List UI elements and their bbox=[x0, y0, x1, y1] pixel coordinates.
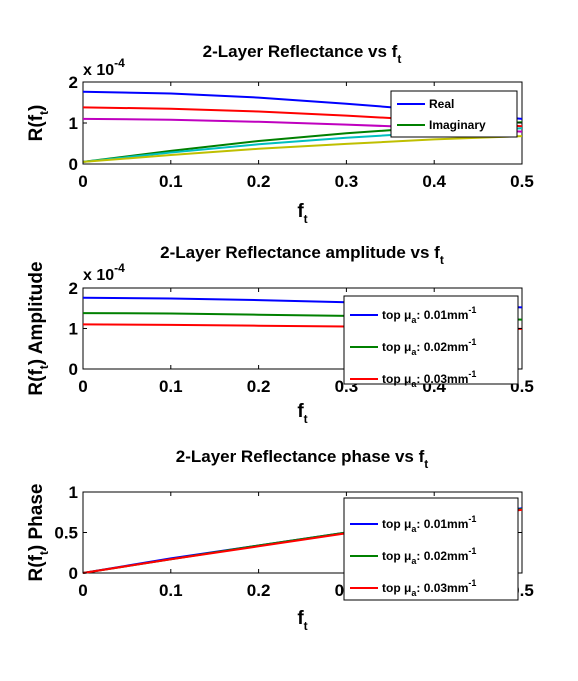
chart-title: 2-Layer Reflectance amplitude vs ft bbox=[160, 243, 444, 267]
chart-title: 2-Layer Reflectance phase vs ft bbox=[176, 447, 429, 471]
y-tick-label: 1 bbox=[69, 320, 78, 339]
legend-box bbox=[343, 295, 519, 385]
legend-label: top μa: 0.03mm-1 bbox=[382, 369, 476, 389]
x-axis-label: ft bbox=[297, 401, 307, 426]
legend-label: top μa: 0.02mm-1 bbox=[382, 337, 476, 357]
legend-label: top μa: 0.01mm-1 bbox=[382, 514, 476, 534]
x-tick-label: 0 bbox=[78, 377, 87, 396]
x-tick-label: 0.1 bbox=[159, 377, 183, 396]
legend-label: Imaginary bbox=[429, 118, 486, 132]
series-line-6 bbox=[82, 135, 523, 163]
chart-title: 2-Layer Reflectance vs ft bbox=[203, 42, 402, 66]
legend: top μa: 0.01mm-1 top μa: 0.02mm-1 top μa: … bbox=[343, 295, 519, 389]
y-tick-label: 2 bbox=[69, 279, 78, 298]
x-tick-label: 0.2 bbox=[247, 581, 271, 600]
y-tick-label: 1 bbox=[69, 483, 78, 502]
y-tick-label: 0 bbox=[69, 564, 78, 583]
legend-label: top μa: 0.03mm-1 bbox=[382, 578, 476, 598]
x-tick-label: 0.5 bbox=[510, 172, 534, 191]
legend: Real Imaginary bbox=[390, 90, 518, 138]
x-tick-label: 0 bbox=[78, 172, 87, 191]
y-tick-label: 0.5 bbox=[54, 524, 78, 543]
y-multiplier: x 10-4 bbox=[83, 261, 125, 284]
x-axis-label: ft bbox=[297, 608, 307, 633]
chart-panel-3: 00.10.20.30.40.500.512-Layer Reflectance… bbox=[26, 447, 534, 633]
legend-box bbox=[390, 90, 518, 138]
x-tick-label: 0.2 bbox=[247, 377, 271, 396]
legend-box bbox=[343, 497, 519, 601]
y-axis-label: R(ft) Amplitude bbox=[26, 261, 51, 395]
y-tick-label: 0 bbox=[69, 360, 78, 379]
x-tick-label: 0.4 bbox=[422, 172, 446, 191]
y-axis-label: R(ft) Phase bbox=[26, 484, 51, 582]
x-tick-label: 0.1 bbox=[159, 581, 183, 600]
y-axis-label: R(ft) bbox=[26, 105, 51, 142]
x-axis-label: ft bbox=[297, 201, 307, 226]
x-tick-label: 0 bbox=[78, 581, 87, 600]
y-tick-label: 0 bbox=[69, 155, 78, 174]
legend: top μa: 0.01mm-1 top μa: 0.02mm-1 top μa: … bbox=[343, 497, 519, 601]
y-tick-label: 2 bbox=[69, 73, 78, 92]
legend-label: top μa: 0.01mm-1 bbox=[382, 305, 476, 325]
legend-label: Real bbox=[429, 97, 454, 111]
x-tick-label: 0.2 bbox=[247, 172, 271, 191]
legend-label: top μa: 0.02mm-1 bbox=[382, 546, 476, 566]
y-multiplier: x 10-4 bbox=[83, 56, 125, 79]
x-tick-label: 0.1 bbox=[159, 172, 183, 191]
chart-panel-1: 0 0.1 0.2 0.3 0.4 0.5 0 1 2 x 10-4 2-Layer Reflect… bbox=[26, 42, 534, 226]
x-tick-label: 0.3 bbox=[335, 172, 359, 191]
y-tick-label: 1 bbox=[69, 114, 78, 133]
